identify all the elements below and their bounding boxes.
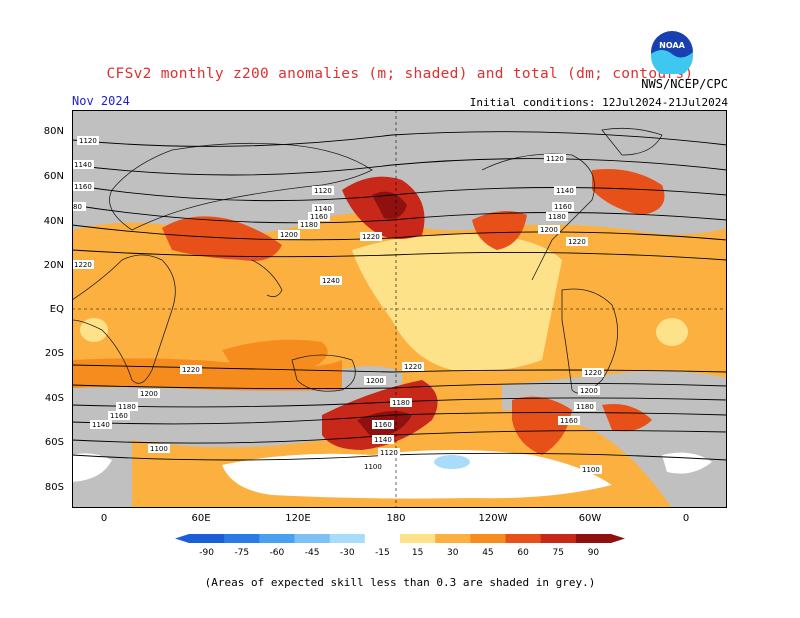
lon-label-0-right: 0 <box>682 513 690 524</box>
lon-label-120w: 120W <box>478 513 508 524</box>
svg-text:1200: 1200 <box>280 231 298 239</box>
colorbar-segment <box>540 534 577 543</box>
svg-text:1100: 1100 <box>364 463 382 471</box>
svg-text:1200: 1200 <box>580 387 598 395</box>
lon-label-180: 180 <box>386 513 406 524</box>
svg-text:1160: 1160 <box>374 421 392 429</box>
colorbar-tick-label: 90 <box>588 548 600 558</box>
svg-text:1180: 1180 <box>300 221 318 229</box>
svg-text:1220: 1220 <box>584 369 602 377</box>
lon-label-60w: 60W <box>578 513 602 524</box>
lat-label-20n: 20N <box>43 260 64 271</box>
svg-text:1180: 1180 <box>548 213 566 221</box>
svg-text:1140: 1140 <box>74 161 92 169</box>
colorbar-tick-label: 30 <box>447 548 459 558</box>
colorbar-segment <box>294 534 331 543</box>
svg-text:1100: 1100 <box>150 445 168 453</box>
lat-label-60n: 60N <box>43 171 64 182</box>
lat-label-20s: 20S <box>44 348 64 359</box>
forecast-month: Nov 2024 <box>72 94 130 108</box>
colorbar-tick-label: -90 <box>199 548 214 558</box>
map-frame <box>72 110 727 508</box>
pacific-anomaly-low <box>352 234 562 372</box>
svg-text:1140: 1140 <box>314 205 332 213</box>
svg-text:1160: 1160 <box>110 412 128 420</box>
antarctic-neutral <box>222 450 612 499</box>
svg-text:1220: 1220 <box>362 233 380 241</box>
lat-label-80s: 80S <box>44 482 64 493</box>
svg-text:1220: 1220 <box>74 261 92 269</box>
lat-label-40s: 40S <box>44 393 64 404</box>
continent-outlines <box>72 127 663 394</box>
lon-label-120e: 120E <box>285 513 311 524</box>
colorbar-segment <box>575 534 612 543</box>
anomaly-colorbar: -90 -75 -60 -45 -30 -15 15 30 45 60 75 90 <box>175 534 625 558</box>
svg-text:1140: 1140 <box>92 421 110 429</box>
svg-text:1160: 1160 <box>554 203 572 211</box>
colorbar-tick-label: -45 <box>305 548 320 558</box>
colorbar-segment <box>364 534 401 543</box>
colorbar-tick-label: -15 <box>375 548 390 558</box>
lon-label-0-left: 0 <box>100 513 108 524</box>
skill-footnote: (Areas of expected skill less than 0.3 a… <box>204 576 596 589</box>
svg-text:1120: 1120 <box>314 187 332 195</box>
noaa-logo: NOAA <box>651 31 693 74</box>
lat-label-40n: 40N <box>43 216 64 227</box>
svg-text:1100: 1100 <box>582 466 600 474</box>
contour-labels: 1120 1140 1160 1120 1140 1160 1180 1200 … <box>72 136 604 474</box>
lat-label-80n: 80N <box>43 126 64 137</box>
map-title: CFSv2 monthly z200 anomalies (m; shaded)… <box>106 66 694 82</box>
svg-text:1120: 1120 <box>79 137 97 145</box>
svg-text:80: 80 <box>73 203 82 211</box>
svg-text:1140: 1140 <box>556 187 574 195</box>
svg-text:1160: 1160 <box>74 183 92 191</box>
colorbar-segment <box>435 534 471 543</box>
colorbar-segment <box>329 534 366 543</box>
svg-text:1180: 1180 <box>118 403 136 411</box>
svg-text:1180: 1180 <box>392 399 410 407</box>
svg-text:1140: 1140 <box>374 436 392 444</box>
colorbar-tick-label: -75 <box>234 548 249 558</box>
colorbar-segment <box>470 534 506 543</box>
svg-text:1120: 1120 <box>380 449 398 457</box>
colorbar-tick-label: 60 <box>517 548 529 558</box>
colorbar-tick-label: -60 <box>270 548 285 558</box>
svg-text:1200: 1200 <box>140 390 158 398</box>
agency-label: NWS/NCEP/CPC <box>641 77 728 91</box>
colorbar-segment <box>259 534 295 543</box>
svg-text:1120: 1120 <box>546 155 564 163</box>
svg-text:1200: 1200 <box>366 377 384 385</box>
colorbar-segment <box>189 534 225 543</box>
svg-text:1220: 1220 <box>182 366 200 374</box>
colorbar-segment <box>224 534 260 543</box>
colorbar-segment <box>505 534 542 543</box>
lon-label-60e: 60E <box>191 513 211 524</box>
svg-text:1200: 1200 <box>540 226 558 234</box>
colorbar-tick-label: 15 <box>412 548 423 558</box>
colorbar-tick-label: -30 <box>340 548 355 558</box>
lat-label-60s: 60S <box>44 437 64 448</box>
svg-text:1220: 1220 <box>568 238 586 246</box>
initial-conditions: Initial conditions: 12Jul2024-21Jul2024 <box>469 96 728 109</box>
lat-label-eq: EQ <box>49 304 64 315</box>
colorbar-tick-label: 75 <box>553 548 564 558</box>
anomaly-map: 1120 1140 1160 1120 1140 1160 1180 1200 … <box>72 110 727 508</box>
graticule-ticks <box>72 110 727 508</box>
svg-text:1160: 1160 <box>560 417 578 425</box>
colorbar-segment <box>400 534 436 543</box>
svg-text:NOAA: NOAA <box>659 41 685 50</box>
svg-text:1240: 1240 <box>322 277 340 285</box>
svg-text:1160: 1160 <box>310 213 328 221</box>
svg-text:1180: 1180 <box>576 403 594 411</box>
colorbar-tip-low <box>175 534 189 543</box>
svg-text:1220: 1220 <box>404 363 422 371</box>
colorbar-tip-high <box>611 534 625 543</box>
colorbar-tick-label: 45 <box>482 548 493 558</box>
